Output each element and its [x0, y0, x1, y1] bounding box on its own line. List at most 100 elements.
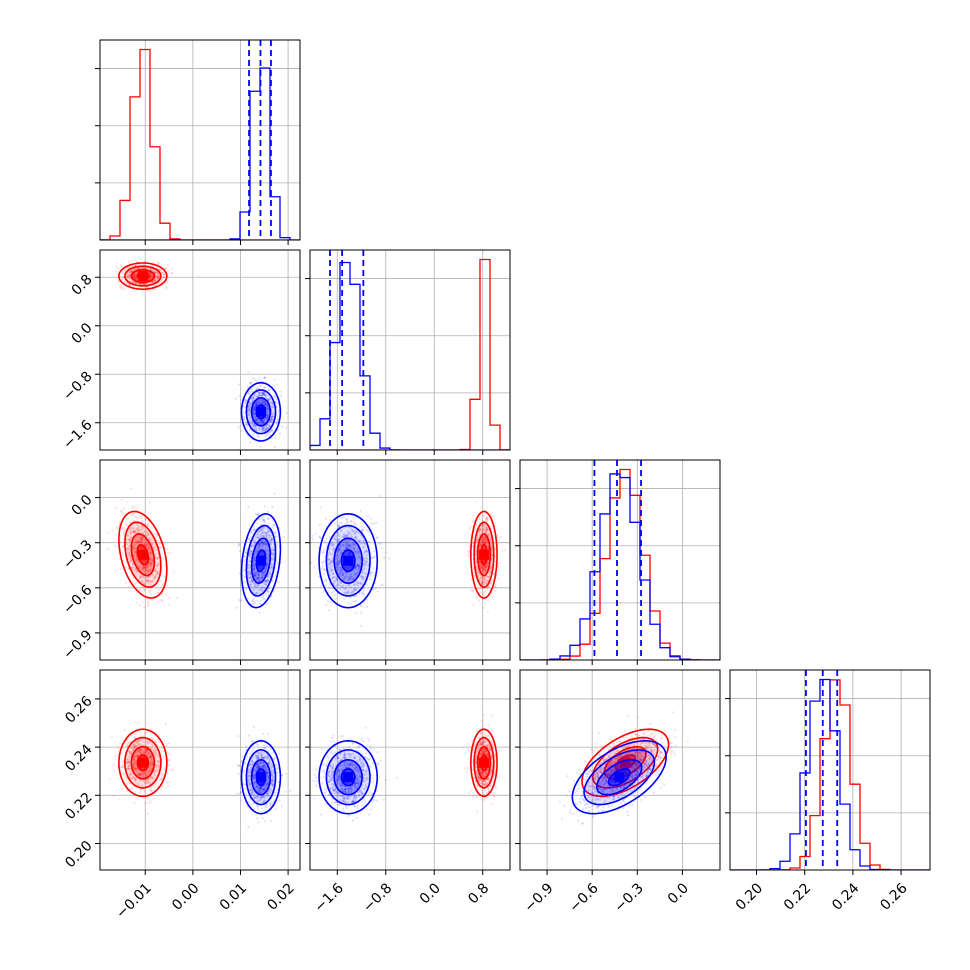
- scatter-point: [132, 505, 135, 508]
- scatter-point: [265, 404, 268, 407]
- scatter-point: [260, 398, 263, 401]
- scatter-point: [266, 406, 269, 409]
- scatter-point: [258, 393, 261, 397]
- y-tick-label: −0.6: [60, 582, 95, 617]
- scatter-point: [150, 276, 153, 279]
- scatter-point: [263, 394, 266, 397]
- scatter-point: [127, 274, 130, 277]
- scatter-point: [131, 546, 135, 549]
- scatter-point: [262, 420, 265, 423]
- scatter-point: [127, 567, 130, 570]
- scatter-point: [142, 568, 145, 571]
- scatter-point: [164, 267, 167, 270]
- scatter-point: [262, 421, 265, 424]
- scatter-point: [247, 410, 250, 413]
- scatter-point: [134, 273, 137, 277]
- scatter-point: [243, 416, 246, 419]
- scatter-point: [250, 422, 253, 425]
- scatter-point: [136, 540, 139, 543]
- scatter-point: [257, 395, 260, 398]
- scatter-point: [148, 590, 151, 593]
- scatter-point: [322, 590, 326, 593]
- scatter-point: [143, 566, 146, 569]
- scatter-point: [128, 283, 131, 286]
- scatter-point: [133, 272, 136, 275]
- scatter-point: [158, 545, 161, 548]
- scatter-point: [253, 423, 256, 426]
- scatter-point: [250, 422, 253, 425]
- scatter-point: [258, 392, 261, 395]
- scatter-point: [259, 418, 262, 422]
- scatter-point: [269, 418, 272, 421]
- scatter-point: [164, 593, 168, 596]
- scatter-point: [151, 275, 154, 278]
- scatter-point: [250, 398, 253, 401]
- scatter-point: [257, 400, 260, 404]
- scatter-point: [265, 417, 269, 420]
- scatter-point: [159, 268, 162, 271]
- scatter-point: [156, 571, 159, 574]
- scatter-point: [149, 267, 152, 271]
- scatter-point: [119, 285, 122, 288]
- scatter-point: [165, 287, 168, 290]
- scatter-point: [156, 276, 159, 279]
- scatter-point: [132, 274, 135, 277]
- scatter-point: [256, 386, 259, 389]
- scatter-point: [254, 404, 258, 407]
- histogram-0: [100, 48, 300, 240]
- scatter-point: [367, 515, 370, 518]
- scatter-point: [257, 394, 260, 397]
- scatter-point: [275, 421, 278, 424]
- scatter-point: [253, 408, 256, 411]
- scatter-point: [248, 413, 251, 416]
- scatter-point: [254, 419, 257, 422]
- scatter-point: [261, 393, 264, 396]
- scatter-point: [271, 431, 274, 434]
- scatter-point: [140, 528, 143, 531]
- panel-area: [100, 460, 300, 660]
- scatter-point: [240, 430, 243, 433]
- scatter-point: [234, 397, 237, 400]
- scatter-point: [253, 413, 256, 416]
- scatter-point: [270, 419, 273, 422]
- scatter-point: [263, 505, 266, 508]
- scatter-point: [270, 418, 274, 421]
- scatter-point: [249, 381, 253, 384]
- scatter-point: [133, 274, 136, 277]
- scatter-point: [254, 403, 257, 406]
- scatter-point: [255, 403, 258, 406]
- scatter-point: [270, 415, 273, 418]
- scatter-point: [314, 532, 317, 535]
- scatter-point: [265, 413, 268, 416]
- scatter-point: [263, 386, 266, 389]
- scatter-point: [132, 549, 135, 552]
- scatter-point: [254, 402, 257, 405]
- scatter-point: [166, 263, 169, 267]
- scatter-point: [134, 531, 137, 534]
- scatter-point: [139, 576, 142, 579]
- scatter-point: [126, 266, 130, 269]
- scatter-point: [127, 568, 131, 571]
- scatter-point: [246, 426, 249, 429]
- scatter-point: [147, 563, 150, 566]
- scatter-point: [273, 378, 276, 381]
- scatter-point: [139, 536, 142, 540]
- scatter-point: [263, 400, 266, 403]
- scatter-point: [262, 428, 265, 431]
- scatter-point: [156, 277, 159, 280]
- scatter-point: [279, 432, 282, 435]
- scatter-point: [262, 421, 265, 424]
- scatter-point: [167, 603, 170, 606]
- scatter-point: [250, 397, 253, 400]
- scatter-point: [264, 401, 267, 404]
- scatter-point: [470, 589, 474, 592]
- scatter-point: [128, 276, 131, 279]
- scatter-point: [107, 531, 110, 534]
- scatter-point: [148, 282, 151, 285]
- scatter-point: [126, 268, 129, 271]
- scatter-point: [243, 418, 246, 421]
- scatter-point: [148, 272, 151, 275]
- scatter-point: [261, 418, 264, 421]
- scatter-point: [171, 267, 174, 271]
